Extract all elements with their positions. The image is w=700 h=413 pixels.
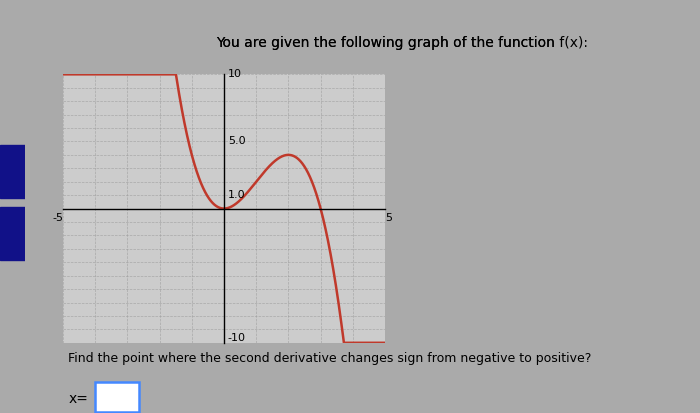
Text: 10: 10 [228, 69, 242, 79]
Text: -5: -5 [52, 213, 63, 223]
FancyBboxPatch shape [95, 382, 139, 412]
Text: 5.0: 5.0 [228, 136, 246, 147]
Text: 1.0: 1.0 [228, 190, 246, 200]
Bar [0, 206, 25, 260]
Text: -10: -10 [228, 333, 246, 343]
Text: Find the point where the second derivative changes sign from negative to positiv: Find the point where the second derivati… [69, 352, 592, 365]
Text: You are given the following graph of the function: You are given the following graph of the… [216, 36, 559, 50]
Bar [0, 145, 25, 198]
Text: x=: x= [69, 392, 88, 406]
Text: You are given the following graph of the function f(x):: You are given the following graph of the… [216, 36, 588, 50]
Text: 5: 5 [385, 213, 392, 223]
